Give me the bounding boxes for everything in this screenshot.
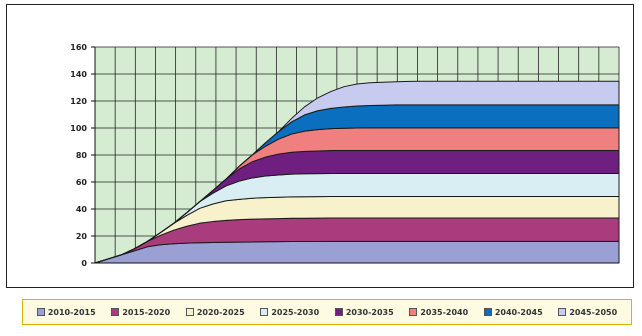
legend-item: 2035-2040 xyxy=(409,308,468,317)
legend-item: 2040-2045 xyxy=(483,307,543,317)
legend-swatch xyxy=(409,308,418,316)
legend-swatch xyxy=(260,308,269,316)
legend-swatch xyxy=(111,308,120,316)
legend-item: 2025-2030 xyxy=(260,308,319,317)
y-tick-label: 20 xyxy=(76,232,88,241)
legend-label: 2025-2030 xyxy=(271,307,320,317)
y-tick-label: 60 xyxy=(76,178,88,187)
legend-swatch xyxy=(334,308,343,316)
legend-label: 2015-2020 xyxy=(122,307,171,317)
y-tick-label: 0 xyxy=(81,259,87,268)
legend-item: 2020-2025 xyxy=(185,307,245,317)
legend-swatch xyxy=(558,308,567,316)
legend-swatch xyxy=(483,308,492,316)
stacked-area-chart: 0 20 40 60 80 100 120 140 160 xyxy=(70,43,620,268)
chart-frame: 0 20 40 60 80 100 120 140 160 xyxy=(6,4,634,288)
y-tick-label: 80 xyxy=(76,151,88,160)
legend-label: 2010-2015 xyxy=(47,307,96,317)
area-series-2010-2015 xyxy=(94,240,620,264)
legend-label: 2020-2025 xyxy=(196,307,245,317)
legend-item: 2015-2020 xyxy=(111,308,170,317)
legend-label: 2030-2035 xyxy=(345,307,394,317)
y-tick-label: 100 xyxy=(70,124,87,133)
y-tick-label: 120 xyxy=(70,97,87,106)
legend-item: 2045-2050 xyxy=(558,308,617,317)
area-series-2045-2050 xyxy=(94,80,620,264)
legend-label: 2040-2045 xyxy=(494,307,543,317)
legend-swatch xyxy=(36,308,45,316)
legend-label: 2045-2050 xyxy=(569,307,618,317)
chart-legend: 2010-2015 2015-2020 2020-2025 2025-2030 2030… xyxy=(22,299,632,325)
legend-label: 2035-2040 xyxy=(420,307,469,317)
y-tick-label: 40 xyxy=(76,205,88,214)
y-tick-label: 140 xyxy=(70,70,87,79)
legend-item: 2030-2035 xyxy=(334,307,394,317)
legend-item: 2010-2015 xyxy=(36,307,96,317)
legend-swatch xyxy=(185,308,194,316)
y-tick-label: 160 xyxy=(70,43,87,52)
